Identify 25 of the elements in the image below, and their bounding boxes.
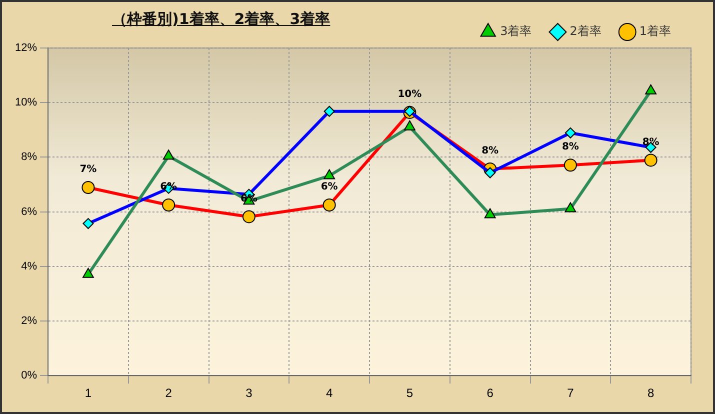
- y-tick-label: 10%: [14, 96, 38, 109]
- x-tick-label: 8: [647, 386, 654, 400]
- x-tick-label: 4: [326, 386, 333, 400]
- x-tick-label: 7: [567, 386, 574, 400]
- y-tick-label: 8%: [21, 151, 38, 164]
- data-label: 10%: [398, 89, 422, 100]
- legend-label: 2着率: [570, 24, 602, 38]
- data-label: 8%: [482, 146, 499, 157]
- x-tick-label: 3: [246, 386, 253, 400]
- data-label: 8%: [562, 142, 579, 153]
- x-tick-label: 5: [406, 386, 414, 400]
- data-label: 6%: [320, 182, 338, 193]
- x-tick-label: 6: [486, 386, 494, 400]
- x-tick-label: 1: [84, 386, 92, 400]
- y-tick-label: 12%: [14, 42, 38, 54]
- y-tick-label: 0%: [21, 370, 38, 382]
- data-label: 7%: [80, 164, 97, 176]
- data-label: 8%: [642, 136, 660, 148]
- chart-title: （枠番別)1着率、2着率、3着率: [112, 10, 330, 29]
- legend-label: 1着率: [639, 24, 672, 38]
- y-tick-label: 4%: [21, 260, 38, 272]
- x-tick-label: 2: [165, 386, 172, 400]
- y-tick-label: 2%: [21, 315, 38, 328]
- y-tick-label: 6%: [21, 206, 38, 218]
- legend-label: 3着率: [500, 24, 532, 38]
